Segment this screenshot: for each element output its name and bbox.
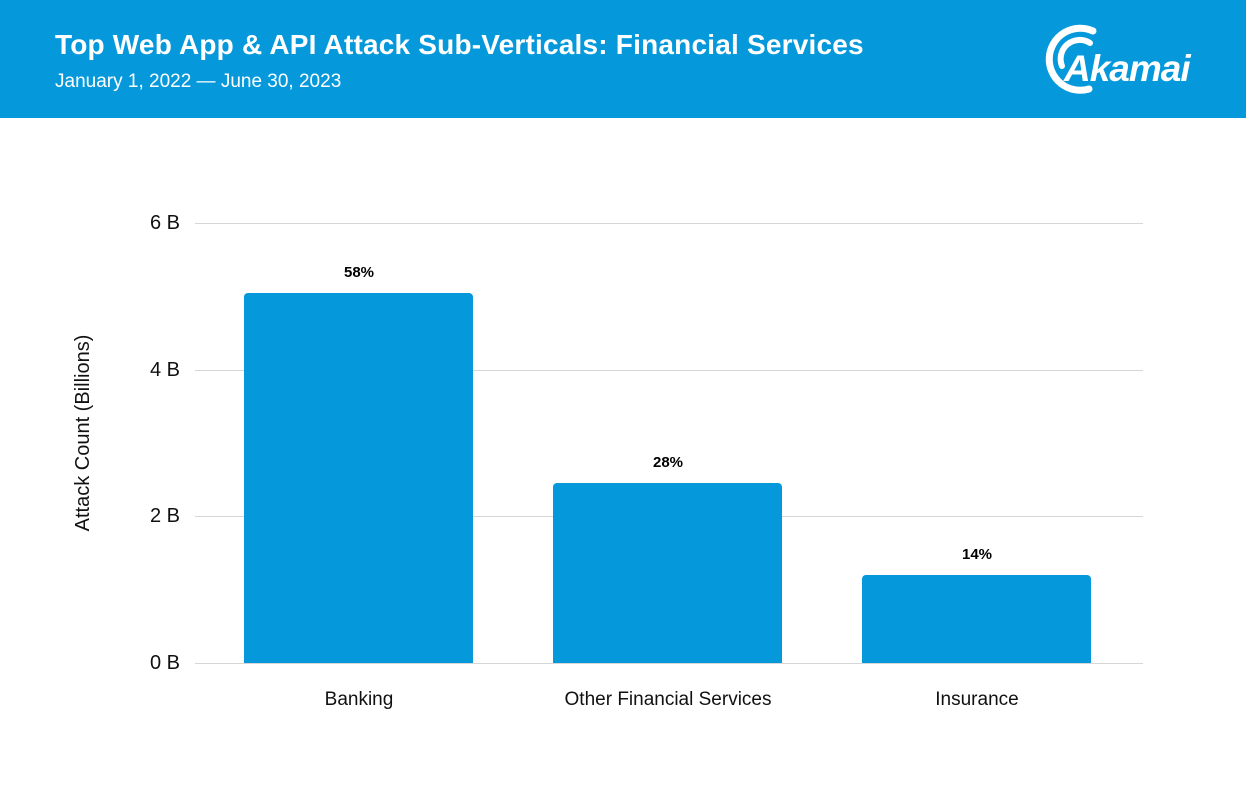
y-tick-label-2-b: 2 B (149, 505, 180, 527)
date-range-subtitle: January 1, 2022 — June 30, 2023 (55, 71, 342, 92)
bar-value-label-banking: 58% (343, 264, 375, 281)
gridline-0-b (195, 663, 1143, 664)
x-axis-label-banking: Banking (324, 689, 394, 710)
header-banner: Top Web App & API Attack Sub-Verticals: … (0, 0, 1246, 118)
x-axis-label-insurance: Insurance (935, 689, 1019, 710)
bar-banking (244, 293, 473, 663)
y-axis-title: Attack Count (Billions) (72, 334, 94, 532)
bar-value-label-other-financial-services: 28% (652, 454, 684, 471)
x-axis-label-other-financial-services: Other Financial Services (564, 689, 772, 710)
bar-value-label-insurance: 14% (961, 546, 993, 563)
akamai-wave-icon (1045, 24, 1097, 94)
page-title: Top Web App & API Attack Sub-Verticals: … (55, 29, 864, 60)
y-tick-label-0-b: 0 B (149, 652, 180, 674)
bar-other-financial-services (553, 483, 782, 663)
bar-insurance (862, 575, 1091, 663)
gridline-4-b (195, 370, 1143, 371)
akamai-logo-text: Akamai (1064, 48, 1191, 89)
gridline-6-b (195, 223, 1143, 224)
y-tick-label-6-b: 6 B (149, 212, 180, 234)
y-tick-label-4-b: 4 B (149, 359, 180, 381)
akamai-logo: Akamai (1038, 22, 1208, 98)
